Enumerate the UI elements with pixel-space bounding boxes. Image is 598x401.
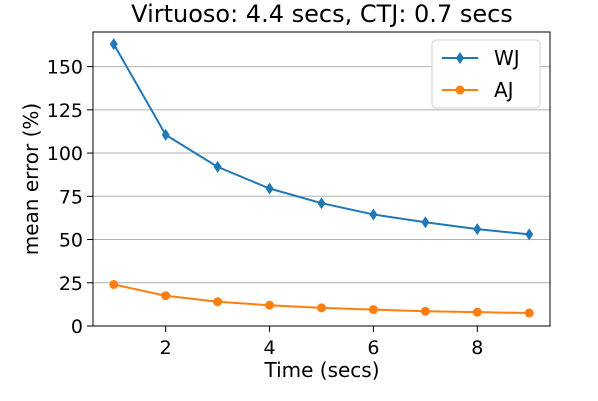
y-tick-label: 125 (47, 100, 83, 122)
x-tick-label: 8 (471, 337, 483, 359)
data-point-wj (421, 216, 430, 229)
data-point-wj (109, 38, 118, 51)
data-point-wj (473, 223, 482, 236)
data-point-aj (368, 305, 378, 315)
y-tick-label: 100 (47, 143, 83, 165)
legend-marker-wj (456, 52, 464, 64)
data-point-aj (524, 308, 534, 318)
legend: WJ AJ (431, 39, 541, 109)
x-axis-label: Time (secs) (263, 358, 379, 382)
chart-title: Virtuoso: 4.4 secs, CTJ: 0.7 secs (131, 0, 513, 28)
y-axis-ticks: 0 25 50 75 100 125 150 (47, 57, 93, 338)
data-point-wj (317, 197, 326, 210)
legend-label-aj: AJ (494, 78, 514, 102)
data-point-wj (525, 228, 534, 241)
y-axis-label: mean error (%) (19, 103, 43, 255)
x-tick-label: 2 (160, 337, 172, 359)
series-layer (109, 38, 534, 318)
data-point-wj (161, 128, 170, 141)
data-point-aj (317, 303, 326, 313)
data-point-wj (369, 208, 378, 221)
data-point-aj (213, 297, 223, 307)
data-point-aj (472, 307, 482, 317)
y-tick-label: 0 (71, 316, 83, 338)
plot-frame (92, 31, 551, 327)
legend-label-wj: WJ (494, 46, 520, 70)
legend-marker-aj (455, 85, 465, 95)
y-tick-label: 25 (59, 273, 83, 295)
gridlines (93, 66, 550, 327)
y-tick-label: 75 (59, 186, 83, 208)
data-point-wj (213, 160, 222, 173)
x-tick-label: 4 (264, 337, 276, 359)
y-tick-label: 50 (59, 230, 83, 252)
y-tick-label: 150 (47, 57, 83, 79)
data-point-aj (109, 279, 119, 289)
data-point-aj (420, 306, 430, 316)
x-tick-label: 6 (367, 337, 379, 359)
data-point-wj (265, 182, 274, 195)
x-axis-ticks: 2 4 6 8 (160, 326, 483, 359)
legend-box (431, 39, 541, 109)
data-point-aj (161, 291, 171, 301)
data-point-aj (265, 300, 275, 310)
